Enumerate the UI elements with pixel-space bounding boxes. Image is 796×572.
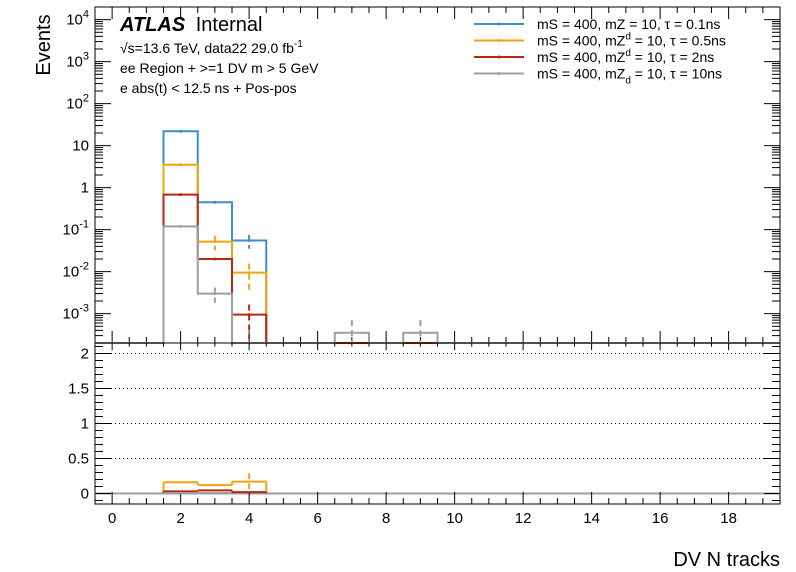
y-tick-label: 102 — [66, 93, 89, 113]
x-tick-label: 6 — [313, 510, 321, 527]
x-axis-title: DV N tracks — [673, 549, 780, 571]
bin-marker — [247, 313, 251, 317]
x-tick-label: 0 — [108, 510, 116, 527]
bin-marker — [213, 200, 217, 204]
bin-marker — [179, 193, 183, 197]
bin-marker — [213, 257, 217, 261]
bin-marker — [418, 331, 422, 335]
bin-marker — [179, 163, 183, 167]
histograms — [95, 129, 780, 344]
ratio-y-tick-label: 1 — [81, 416, 89, 433]
bin-marker — [350, 331, 354, 335]
legend-item-1: mS = 400, mZd = 10, τ = 0.5ns — [474, 32, 726, 49]
x-tick-label: 12 — [515, 510, 532, 527]
legend-marker — [497, 55, 501, 59]
selection-label: e abs(t) < 12.5 ns + Pos-pos — [120, 80, 297, 96]
bin-marker — [247, 271, 251, 275]
atlas-label: ATLAS Internal √s=13.6 TeV, data22 29.0 … — [119, 14, 319, 96]
atlas-logo-text: ATLAS — [119, 14, 186, 36]
ratio-y-tick-label: 2 — [81, 346, 89, 363]
bin-marker — [179, 224, 183, 228]
bin-marker — [179, 129, 183, 133]
svg-text:ATLAS Internal: ATLAS Internal — [119, 14, 262, 36]
x-tick-label: 2 — [176, 510, 184, 527]
y-tick-label: 10-3 — [63, 303, 89, 323]
legend-item-2: mS = 400, mZd = 10, τ = 2ns — [474, 48, 714, 65]
legend-label: mS = 400, mZ = 10, τ = 0.1ns — [537, 16, 720, 32]
bin-marker — [213, 292, 217, 296]
y-tick-label: 1 — [81, 180, 89, 197]
ratio-y-tick-label: 0.5 — [68, 451, 89, 468]
legend-marker — [497, 72, 501, 75]
ratio-y-ticks: 0 0.5 1 1.5 2 — [68, 346, 780, 503]
x-tick-label: 4 — [245, 510, 253, 527]
x-axis-ticks: 0 2 4 6 8 10 12 14 16 18 — [108, 510, 737, 527]
series-3 — [95, 224, 780, 344]
ratio-y-tick-label: 1.5 — [68, 381, 89, 398]
x-tick-label: 18 — [720, 510, 737, 527]
region-label: ee Region + >=1 DV m > 5 GeV — [120, 60, 319, 76]
internal-text: Internal — [196, 14, 263, 36]
ratio-pad: 0 2 4 6 8 10 12 14 16 18 0 0.5 1 1.5 2 — [68, 342, 781, 527]
ratio-y-tick-label: 0 — [81, 486, 89, 503]
energy-lumi-label: √s=13.6 TeV, data22 29.0 fb-1 — [120, 39, 303, 56]
x-tick-label: 14 — [583, 510, 600, 527]
x-tick-label: 10 — [446, 510, 463, 527]
legend-marker — [497, 22, 501, 26]
ratio-frame — [94, 342, 781, 505]
x-tick-label: 16 — [652, 510, 669, 527]
legend-label: mS = 400, mZd = 10, τ = 10ns — [537, 66, 722, 87]
legend-label: mS = 400, mZd = 10, τ = 2ns — [537, 48, 714, 65]
series-histogram-line — [95, 225, 780, 344]
y-tick-label: 10-2 — [63, 261, 89, 281]
y-tick-label: 10-1 — [63, 219, 89, 239]
ratio-histograms — [162, 473, 268, 495]
legend-item-3: mS = 400, mZd = 10, τ = 10ns — [474, 66, 722, 87]
legend-marker — [497, 39, 501, 42]
y-tick-label: 104 — [66, 9, 89, 29]
legend-label: mS = 400, mZd = 10, τ = 0.5ns — [537, 32, 726, 49]
x-tick-label: 8 — [382, 510, 390, 527]
y-axis-title: Events — [33, 14, 55, 75]
bin-marker — [247, 239, 251, 243]
legend-item-0: mS = 400, mZ = 10, τ = 0.1ns — [474, 16, 720, 32]
y-tick-label: 10 — [72, 138, 89, 155]
y-tick-label: 103 — [66, 51, 89, 71]
bin-marker — [213, 240, 217, 244]
